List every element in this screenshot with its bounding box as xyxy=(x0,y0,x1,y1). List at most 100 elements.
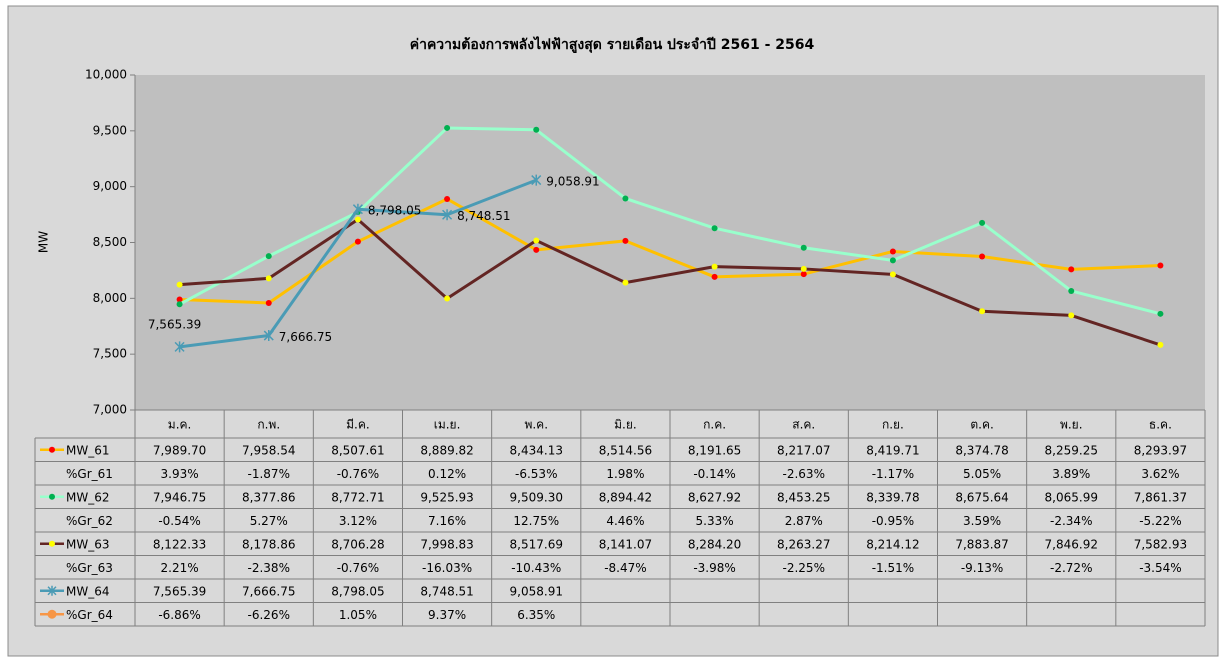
table-cell: 12.75% xyxy=(513,514,559,528)
table-cell: 7,998.83 xyxy=(420,537,473,551)
table-cell: 8,263.27 xyxy=(777,537,830,551)
point xyxy=(354,238,361,245)
legend-label: MW_62 xyxy=(66,490,110,504)
table-cell: 8,706.28 xyxy=(331,537,384,551)
table-cell: 8,178.86 xyxy=(242,537,295,551)
table-cell: 8,065.99 xyxy=(1045,490,1098,504)
table-cell: 2.87% xyxy=(785,514,823,528)
table-cell: 0.12% xyxy=(428,467,466,481)
point xyxy=(1157,341,1164,348)
x-tick-label: ก.ย. xyxy=(882,418,904,432)
table-cell: 8,514.56 xyxy=(599,443,652,457)
x-tick-label: ส.ค. xyxy=(792,418,815,432)
point xyxy=(174,341,185,353)
table-cell: 5.27% xyxy=(250,514,288,528)
plot-area xyxy=(135,75,1205,410)
table-cell: 7,666.75 xyxy=(242,584,295,598)
table-cell: 3.59% xyxy=(963,514,1001,528)
table-cell: 8,627.92 xyxy=(688,490,741,504)
table-cell: -9.13% xyxy=(961,561,1003,575)
table-cell: 1.98% xyxy=(606,467,644,481)
point xyxy=(889,257,896,264)
point xyxy=(533,246,540,253)
y-tick-label: 7,000 xyxy=(93,403,127,417)
legend-label: MW_63 xyxy=(66,537,110,551)
table-cell: 8,453.25 xyxy=(777,490,830,504)
y-tick-label: 8,000 xyxy=(93,291,127,305)
point xyxy=(265,299,272,306)
y-tick-label: 8,500 xyxy=(93,235,127,249)
table-cell: 8,675.64 xyxy=(955,490,1008,504)
table-cell: -8.47% xyxy=(604,561,646,575)
x-tick-label: ต.ค. xyxy=(970,418,993,432)
x-tick-label: ม.ค. xyxy=(168,418,192,432)
point xyxy=(265,275,272,282)
table-cell: -10.43% xyxy=(511,561,561,575)
table-cell: 3.12% xyxy=(339,514,377,528)
table-cell: -1.87% xyxy=(248,467,290,481)
legend-marker xyxy=(49,446,55,453)
table-cell: 7,861.37 xyxy=(1134,490,1187,504)
table-cell: -16.03% xyxy=(422,561,472,575)
table-cell: -3.54% xyxy=(1139,561,1181,575)
point xyxy=(263,330,274,342)
table-cell: 6.35% xyxy=(517,608,555,622)
y-tick-label: 10,000 xyxy=(85,68,127,82)
table-cell: 8,293.97 xyxy=(1134,443,1187,457)
chart-title: ค่าความต้องการพลังไฟฟ้าสูงสุด รายเดือน ป… xyxy=(410,35,815,53)
point xyxy=(354,216,361,223)
point xyxy=(531,174,542,186)
table-cell: 2.21% xyxy=(161,561,199,575)
y-tick-label: 9,000 xyxy=(93,179,127,193)
table-cell: 8,507.61 xyxy=(331,443,384,457)
data-label: 7,666.75 xyxy=(279,330,332,344)
table-cell: 8,772.71 xyxy=(331,490,384,504)
point xyxy=(1068,266,1075,273)
table-cell: 3.62% xyxy=(1141,467,1179,481)
table-cell: 9,058.91 xyxy=(510,584,563,598)
point xyxy=(622,195,629,202)
table-cell: 8,889.82 xyxy=(420,443,473,457)
table-cell: 8,217.07 xyxy=(777,443,830,457)
table-cell: -0.14% xyxy=(693,467,735,481)
table-cell: 8,339.78 xyxy=(866,490,919,504)
point xyxy=(889,271,896,278)
point xyxy=(711,225,718,232)
table-cell: 8,419.71 xyxy=(866,443,919,457)
table-cell: -0.76% xyxy=(337,467,379,481)
table-cell: 7.16% xyxy=(428,514,466,528)
legend-marker xyxy=(49,493,55,500)
data-label: 9,058.91 xyxy=(546,175,599,189)
point xyxy=(1068,287,1075,294)
y-tick-label: 9,500 xyxy=(93,123,127,137)
table-cell: -2.25% xyxy=(783,561,825,575)
point xyxy=(1157,262,1164,269)
x-tick-label: ก.พ. xyxy=(257,418,280,432)
legend-marker xyxy=(47,609,57,619)
table-cell: 7,989.70 xyxy=(153,443,206,457)
table-cell: 8,122.33 xyxy=(153,537,206,551)
legend-label: %Gr_61 xyxy=(66,467,113,481)
series-line xyxy=(178,126,1161,316)
table-cell: 7,582.93 xyxy=(1134,537,1187,551)
table-cell: 8,894.42 xyxy=(599,490,652,504)
data-label: 7,565.39 xyxy=(148,317,201,331)
point xyxy=(800,244,807,251)
legend-label: %Gr_62 xyxy=(66,514,113,528)
point xyxy=(444,195,451,202)
point xyxy=(979,308,986,315)
table-cell: -0.95% xyxy=(872,514,914,528)
table-cell: -1.17% xyxy=(872,467,914,481)
point xyxy=(800,271,807,278)
y-tick-label: 7,500 xyxy=(93,347,127,361)
point xyxy=(442,209,453,221)
point xyxy=(711,273,718,280)
point xyxy=(533,237,540,244)
legend-marker xyxy=(47,585,57,596)
table-cell: 9.37% xyxy=(428,608,466,622)
table-cell: -2.38% xyxy=(248,561,290,575)
table-cell: 4.46% xyxy=(606,514,644,528)
table-cell: -2.34% xyxy=(1050,514,1092,528)
x-tick-label: มิ.ย. xyxy=(614,418,637,432)
